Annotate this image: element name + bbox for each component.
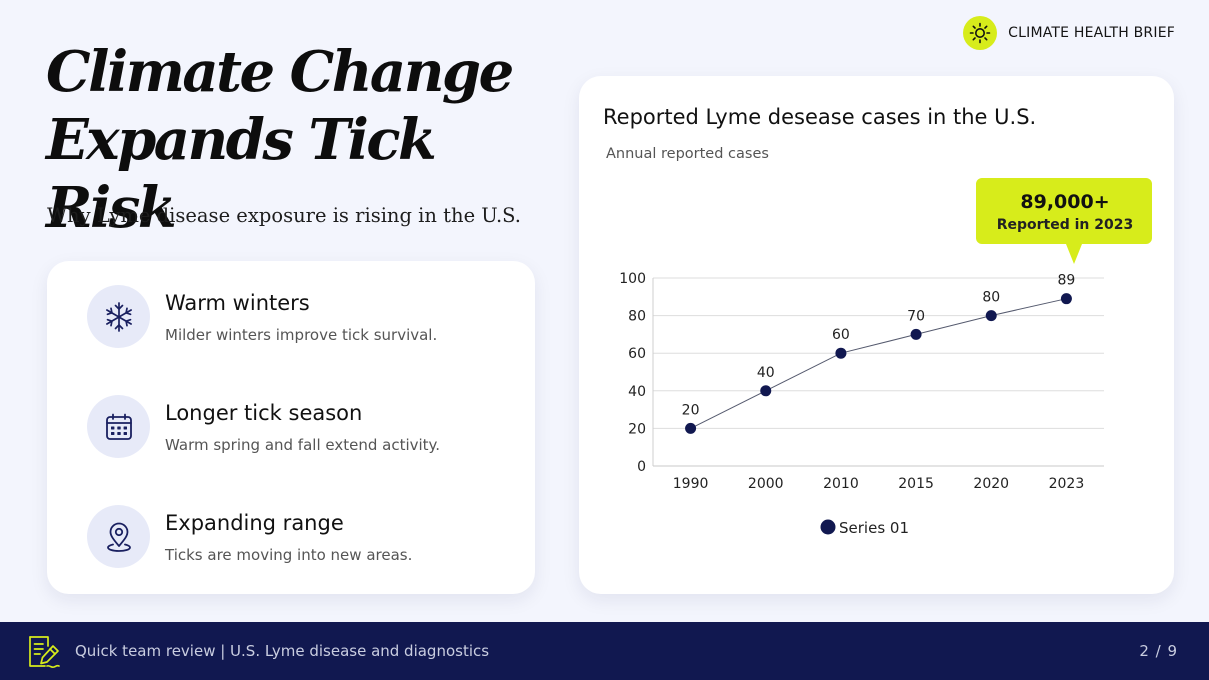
factor-description: Warm spring and fall extend activity. [165, 436, 441, 454]
data-label: 80 [982, 290, 1000, 306]
data-point [985, 310, 997, 322]
sun-icon [963, 16, 998, 50]
chart-title: Reported Lyme desease cases in the U.S. [603, 105, 1037, 129]
x-tick-label: 2010 [823, 476, 859, 492]
chart-subtitle: Annual reported cases [606, 146, 769, 162]
factor-description: Milder winters improve tick survival. [165, 326, 438, 344]
chart-card: Reported Lyme desease cases in the U.S. … [579, 76, 1174, 594]
line-chart: 89,000+ Reported in 2023 0 20 40 60 80 100 199… [619, 178, 1152, 537]
title-line-2: Expands Tick Risk [46, 107, 437, 241]
series-line [690, 298, 1067, 429]
footer-text: Quick team review | U.S. Lyme disease an… [75, 642, 490, 660]
data-point [1060, 293, 1072, 305]
data-point [910, 328, 922, 340]
callout-bubble: 89,000+ Reported in 2023 [976, 178, 1152, 264]
data-point [760, 385, 772, 397]
data-label: 70 [907, 308, 925, 324]
data-label: 89 [1058, 273, 1076, 289]
y-tick-label: 80 [628, 309, 646, 325]
data-label: 60 [832, 327, 850, 343]
callout-label: Reported in 2023 [997, 217, 1134, 233]
factor-longer-season: Longer tick season Warm spring and fall … [87, 395, 440, 458]
x-tick-label: 2023 [1049, 476, 1085, 492]
brand-label: CLIMATE HEALTH BRIEF [1008, 25, 1175, 41]
factor-title: Expanding range [165, 511, 344, 535]
factor-title: Longer tick season [165, 401, 363, 425]
legend-label: Series 01 [839, 519, 909, 537]
footer-bar: Quick team review | U.S. Lyme disease an… [0, 622, 1209, 680]
snowflake-icon [87, 285, 150, 348]
data-point [685, 422, 697, 434]
document-edit-icon [27, 635, 63, 673]
x-tick-label: 1990 [673, 476, 709, 492]
title-line-1: Climate Change [46, 39, 514, 105]
x-tick-label: 2020 [973, 476, 1009, 492]
location-pin-icon [87, 505, 150, 568]
data-point [835, 347, 847, 359]
callout-value: 89,000+ [1020, 191, 1109, 213]
y-tick-label: 0 [637, 459, 646, 475]
y-tick-label: 100 [619, 271, 646, 287]
x-tick-label: 2000 [748, 476, 784, 492]
y-tick-label: 20 [628, 421, 646, 437]
factor-title: Warm winters [165, 291, 310, 315]
page-subtitle: Why Lyme disease exposure is rising in t… [47, 204, 522, 227]
y-tick-label: 40 [628, 384, 646, 400]
data-label: 20 [682, 402, 700, 418]
page-title: Climate Change Expands Tick Risk [46, 38, 566, 242]
factor-description: Ticks are moving into new areas. [165, 546, 413, 564]
legend-marker [820, 519, 836, 535]
page-number: 2 / 9 [1139, 642, 1178, 660]
factor-expanding-range: Expanding range Ticks are moving into ne… [87, 505, 412, 568]
x-tick-label: 2015 [898, 476, 934, 492]
data-label: 40 [757, 365, 775, 381]
brand: CLIMATE HEALTH BRIEF [963, 16, 1175, 50]
calendar-icon [87, 395, 150, 458]
y-tick-label: 60 [628, 346, 646, 362]
risk-factors-card: Warm winters Milder winters improve tick… [47, 261, 535, 594]
factor-warm-winters: Warm winters Milder winters improve tick… [87, 285, 437, 348]
